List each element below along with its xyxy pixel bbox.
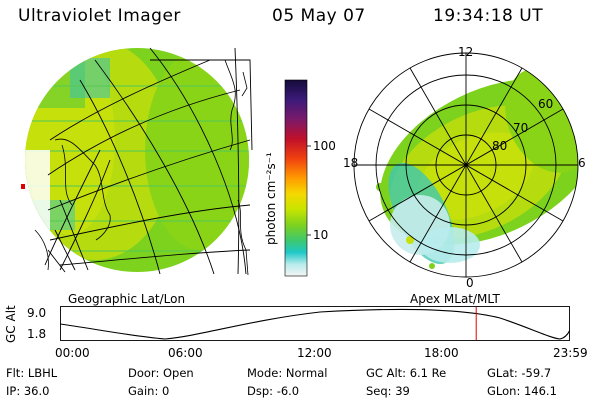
info-ip: IP: 36.0 — [6, 384, 50, 398]
mlt-label-18: 18 — [343, 156, 359, 170]
geographic-grid — [44, 47, 253, 275]
mlat-label-80: 80 — [492, 139, 508, 153]
altitude-xtick-1: 06:00 — [168, 346, 203, 360]
altitude-ytick-low: 1.8 — [27, 327, 47, 341]
date-label: 05 May 07 — [272, 6, 366, 26]
mlat-label-70: 70 — [513, 121, 529, 135]
altitude-xtick-3: 18:00 — [424, 346, 459, 360]
info-flt: Flt: LBHL — [6, 366, 58, 380]
info-gc-alt: GC Alt: 6.1 Re — [366, 366, 447, 380]
altitude-xtick-0: 00:00 — [55, 346, 90, 360]
instrument-title: Ultraviolet Imager — [18, 6, 181, 26]
mlat-label-60: 60 — [538, 97, 554, 111]
coastline-outlines — [34, 59, 249, 276]
colorbar — [284, 79, 311, 277]
colorbar-tick-100: 100 — [313, 139, 336, 153]
mlt-label-12: 12 — [458, 45, 474, 59]
altitude-ytick-high: 9.0 — [27, 306, 47, 320]
altitude-curve — [60, 308, 570, 340]
left-panel-caption: Geographic Lat/Lon — [68, 292, 186, 306]
info-seq: Seq: 39 — [366, 384, 410, 398]
altitude-xtick-4: 23:59 — [553, 346, 588, 360]
altitude-xtick-2: 12:00 — [297, 346, 332, 360]
altitude-ylabel: GC Alt — [4, 305, 18, 343]
polar-grid — [353, 52, 579, 278]
mlt-label-0: 0 — [466, 276, 474, 290]
info-dsp: Dsp: -6.0 — [247, 384, 300, 398]
info-mode: Mode: Normal — [247, 366, 328, 380]
right-panel-caption: Apex MLat/MLT — [410, 292, 500, 306]
mlt-label-6: 6 — [578, 156, 586, 170]
polar-emission-map — [376, 67, 578, 269]
info-gain: Gain: 0 — [128, 384, 170, 398]
info-door: Door: Open — [128, 366, 194, 380]
colorbar-tick-10: 10 — [313, 228, 329, 242]
time-label: 19:34:18 UT — [433, 6, 544, 26]
info-glon: GLon: 146.1 — [487, 384, 557, 398]
altitude-plot — [60, 306, 570, 341]
red-marker — [21, 184, 25, 189]
info-glat: GLat: -59.7 — [487, 366, 552, 380]
